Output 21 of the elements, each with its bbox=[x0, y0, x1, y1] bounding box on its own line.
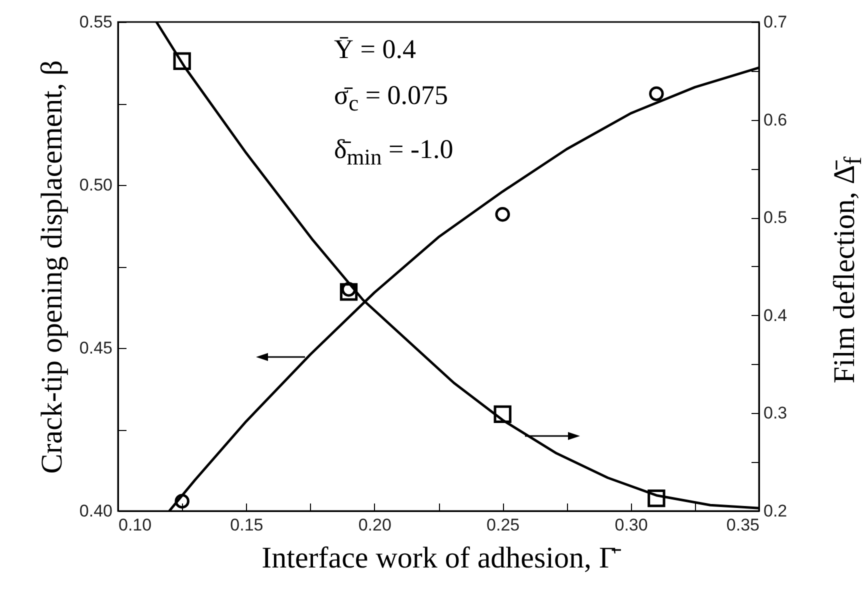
y2-tick-label: 0.6 bbox=[764, 110, 788, 130]
x-tick-label: 0.15 bbox=[230, 516, 264, 534]
y2-tick-label: 0.5 bbox=[764, 208, 788, 228]
x-tick-label: 0.35 bbox=[726, 516, 760, 534]
y2-tick-label: 0.7 bbox=[764, 12, 788, 32]
annotation: σ̄$_{c}$ = 0.075 bbox=[334, 79, 450, 118]
annotation: δ̄$_{min}$ = -1.0 bbox=[334, 133, 454, 172]
x-axis-title: Interface work of adhesion, Γ̄ bbox=[262, 542, 622, 574]
y2-tick-label: 0.4 bbox=[764, 306, 788, 325]
annotation: Ȳ = 0.4 bbox=[334, 33, 417, 66]
y-axis-title: Crack-tip opening displacement, β bbox=[35, 60, 68, 474]
y-tick-label: 0.50 bbox=[79, 176, 112, 194]
x-tick-label: 0.20 bbox=[358, 516, 392, 534]
y2-tick-label: 0.3 bbox=[764, 404, 788, 423]
y-tick-label: 0.45 bbox=[79, 338, 112, 358]
y-tick-label: 0.55 bbox=[79, 12, 112, 32]
x-tick-label: 0.30 bbox=[614, 516, 648, 534]
y2-tick-label: 0.2 bbox=[764, 502, 788, 520]
x-tick-label: 0.25 bbox=[486, 516, 520, 534]
x-tick-label: 0.10 bbox=[118, 516, 152, 534]
y-tick-label: 0.40 bbox=[79, 502, 112, 520]
